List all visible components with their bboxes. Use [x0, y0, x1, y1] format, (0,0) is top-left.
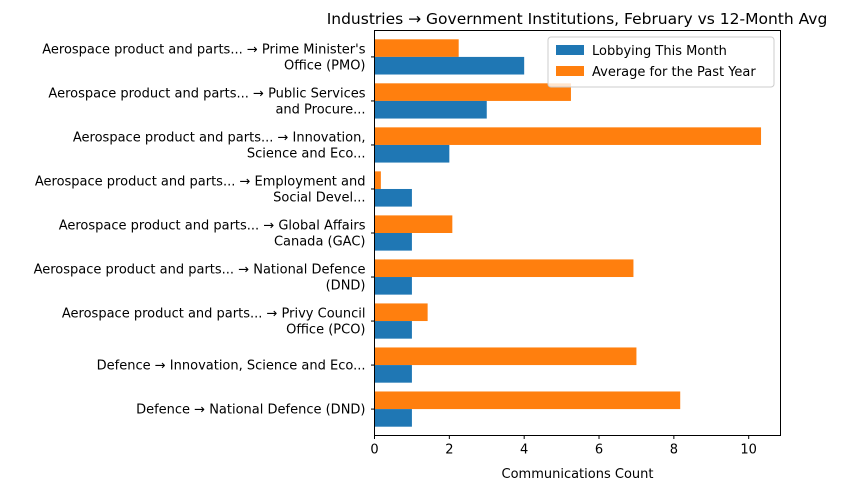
x-tick-label: 6: [595, 443, 603, 458]
x-tick-label: 10: [740, 443, 757, 458]
y-tick-label: Aerospace product and parts... → Employm…: [35, 174, 366, 189]
y-tick-label: Aerospace product and parts... → Public …: [48, 86, 365, 101]
legend: Lobbying This Month Average for the Past …: [547, 36, 775, 88]
bar-lobbying-this-month: [374, 56, 525, 75]
y-tick-label: Canada (GAC): [274, 235, 366, 250]
y-tick-label: Defence → Innovation, Science and Eco...: [97, 359, 366, 374]
legend-label: Average for the Past Year: [592, 65, 756, 80]
y-tick-label: Office (PCO): [286, 323, 365, 338]
y-tick-label: Social Devel...: [273, 190, 365, 205]
y-tick-label: Aerospace product and parts... → Privy C…: [62, 307, 366, 322]
bar-lobbying-this-month: [374, 365, 412, 383]
y-tick-label: Aerospace product and parts... → Nationa…: [34, 263, 366, 278]
x-tick-label: 4: [520, 443, 528, 458]
bar-average-past-year: [374, 171, 381, 189]
x-tick-label: 2: [445, 443, 453, 458]
bar-average-past-year: [374, 259, 634, 278]
bar-average-past-year: [374, 347, 637, 366]
plot-frame: [374, 30, 781, 436]
chart-title: Industries → Government Institutions, Fe…: [327, 10, 828, 28]
x-tick-label: 0: [370, 443, 378, 458]
y-tick-label: Science and Eco...: [247, 146, 366, 161]
legend-box: [547, 36, 775, 88]
bar-lobbying-this-month: [374, 144, 450, 163]
bar-lobbying-this-month: [374, 277, 412, 295]
bar-lobbying-this-month: [374, 409, 412, 427]
y-tick-label: Aerospace product and parts... → Innovat…: [73, 130, 366, 145]
y-tick-label: and Procure...: [275, 102, 365, 117]
x-axis-title: Communications Count: [502, 467, 654, 482]
y-tick-label: Aerospace product and parts... → Prime M…: [42, 42, 365, 57]
x-tick-label: 8: [670, 443, 678, 458]
legend-label: Lobbying This Month: [592, 44, 727, 59]
legend-swatch: [556, 45, 584, 55]
bar-lobbying-this-month: [374, 233, 412, 251]
bar-lobbying-this-month: [374, 100, 487, 119]
y-tick-label: Aerospace product and parts... → Global …: [59, 219, 366, 234]
y-tick-label: (DND): [326, 279, 366, 294]
bar-lobbying-this-month: [374, 188, 412, 207]
y-axis: Aerospace product and parts... → Prime M…: [34, 42, 375, 418]
x-axis: 0 2 4 6 8 10: [370, 435, 757, 458]
bar-average-past-year: [374, 215, 453, 233]
bar-average-past-year: [374, 83, 571, 101]
legend-swatch: [556, 66, 584, 76]
bar-average-past-year: [374, 39, 459, 57]
bar-average-past-year: [374, 303, 428, 322]
bar-average-past-year: [374, 127, 762, 145]
bar-average-past-year: [374, 391, 681, 410]
bar-lobbying-this-month: [374, 321, 412, 339]
y-tick-label: Office (PMO): [284, 58, 366, 73]
y-tick-label: Defence → National Defence (DND): [136, 403, 365, 418]
bars-group: [374, 39, 762, 427]
